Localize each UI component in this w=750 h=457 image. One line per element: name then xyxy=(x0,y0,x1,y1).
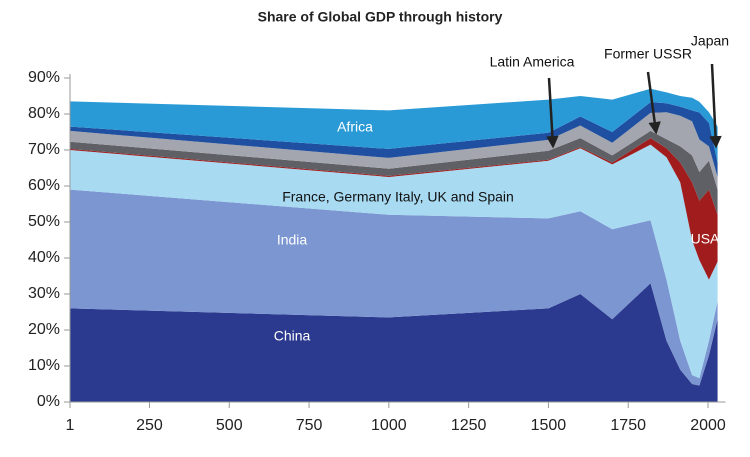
y-tick-label: 0% xyxy=(37,393,60,410)
x-tick-label: 1750 xyxy=(610,417,646,434)
x-tick-label: 2000 xyxy=(690,417,726,434)
series-label: USA xyxy=(691,231,720,247)
x-tick-label: 1500 xyxy=(531,417,567,434)
y-tick-label: 30% xyxy=(28,285,60,302)
series-label: Former USSR xyxy=(604,46,692,62)
y-tick-label: 80% xyxy=(28,105,60,122)
arrow xyxy=(646,71,661,135)
y-tick-label: 70% xyxy=(28,141,60,158)
y-tick-label: 20% xyxy=(28,321,60,338)
x-tick-label: 1250 xyxy=(451,417,487,434)
x-tick-label: 750 xyxy=(296,417,323,434)
y-tick-label: 10% xyxy=(28,357,60,374)
arrow xyxy=(709,63,722,149)
area xyxy=(70,144,718,379)
labels: China India France, Germany Italy, UK and … xyxy=(274,33,729,344)
areas xyxy=(70,88,718,402)
area xyxy=(70,112,718,190)
x-tick-label: 1 xyxy=(66,417,75,434)
series-label: Africa xyxy=(337,119,373,135)
area xyxy=(70,189,718,386)
x-tick-label: 1000 xyxy=(371,417,407,434)
area xyxy=(70,88,718,163)
series-label: France, Germany Italy, UK and Spain xyxy=(282,189,514,205)
arrow xyxy=(546,77,559,149)
series-label: Latin America xyxy=(490,54,575,70)
x-tick-label: 250 xyxy=(136,417,163,434)
series-label: Japan xyxy=(691,33,729,49)
y-tick-label: 90% xyxy=(28,69,60,86)
series-label: India xyxy=(277,232,308,248)
x-tick-label: 500 xyxy=(216,417,243,434)
area xyxy=(70,283,718,402)
y-tick-label: 50% xyxy=(28,213,60,230)
chart-title: Share of Global GDP through history xyxy=(258,9,503,25)
area xyxy=(70,130,718,215)
y-tick-label: 60% xyxy=(28,177,60,194)
axes: 0%10%20%30%40%50%60%70%80%90%1 250 500 750 1… xyxy=(28,69,726,434)
y-tick-label: 40% xyxy=(28,249,60,266)
series-label: China xyxy=(274,328,311,344)
